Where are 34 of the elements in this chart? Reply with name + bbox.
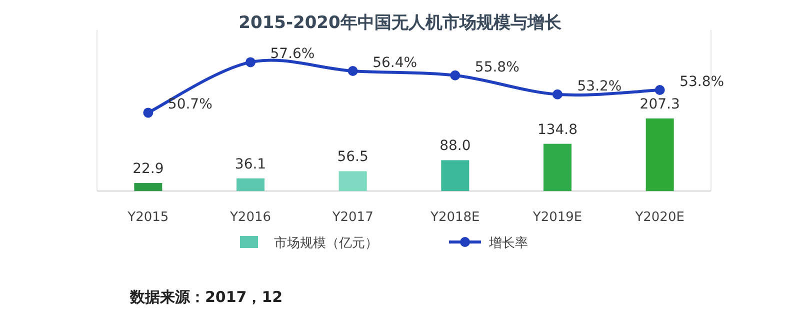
data-label: 22.9 [132, 160, 164, 177]
data-label: 56.4% [372, 54, 418, 71]
bar [236, 178, 264, 191]
point [552, 89, 562, 100]
data-label: 50.7% [168, 96, 212, 113]
point [348, 66, 358, 76]
bar [338, 171, 367, 191]
point [654, 85, 665, 96]
point [143, 108, 154, 118]
data-label: 88.0 [440, 138, 471, 154]
data-label: 53.2% [577, 78, 622, 94]
bar [544, 144, 572, 191]
bar [646, 118, 674, 191]
data-label: 207.3 [640, 96, 680, 112]
legend-label: 增长率 [488, 235, 528, 251]
data-label: 56.5 [337, 149, 368, 166]
point [246, 57, 256, 68]
data-label: 57.6% [270, 46, 315, 62]
x-tick-label: Y2016 [228, 210, 272, 225]
point [450, 70, 460, 80]
data-label: 55.8% [474, 59, 520, 76]
x-tick-label: Y2018E [430, 210, 480, 225]
x-tick-label: Y2019E [532, 210, 582, 225]
bar [441, 160, 470, 191]
x-tick-label: Y2015 [126, 210, 169, 225]
bar [134, 182, 162, 191]
data-label: 134.8 [537, 122, 578, 138]
data-label: 36.1 [234, 156, 266, 172]
x-tick-label: Y2017 [331, 210, 374, 225]
legend-label: 市场规模（亿元） [274, 236, 378, 251]
x-tick-label: Y2020E [634, 210, 684, 225]
source-note: 数据来源：2017，12 [129, 288, 283, 306]
chart-title: 2015-2020年中国无人机市场规模与增长 [238, 13, 562, 33]
data-label: 53.8% [680, 74, 724, 90]
